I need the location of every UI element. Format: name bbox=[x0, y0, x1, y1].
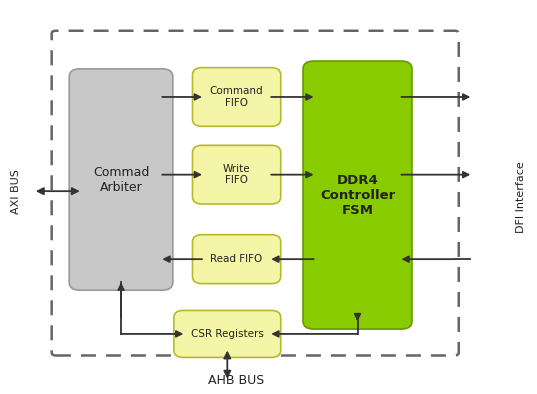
Text: AXI BUS: AXI BUS bbox=[11, 169, 21, 214]
FancyBboxPatch shape bbox=[303, 61, 412, 329]
Text: Write
FIFO: Write FIFO bbox=[223, 164, 250, 186]
FancyBboxPatch shape bbox=[192, 235, 281, 284]
Text: Read FIFO: Read FIFO bbox=[211, 254, 263, 264]
FancyBboxPatch shape bbox=[174, 310, 281, 357]
Text: Commad
Arbiter: Commad Arbiter bbox=[93, 165, 149, 193]
Text: Command
FIFO: Command FIFO bbox=[210, 86, 264, 108]
Text: DDR4
Controller
FSM: DDR4 Controller FSM bbox=[320, 174, 395, 217]
Text: DFI Interface: DFI Interface bbox=[516, 161, 526, 233]
FancyBboxPatch shape bbox=[69, 69, 173, 290]
Text: CSR Registers: CSR Registers bbox=[191, 329, 264, 339]
Text: AHB BUS: AHB BUS bbox=[208, 374, 265, 387]
FancyBboxPatch shape bbox=[192, 145, 281, 204]
FancyBboxPatch shape bbox=[192, 68, 281, 126]
